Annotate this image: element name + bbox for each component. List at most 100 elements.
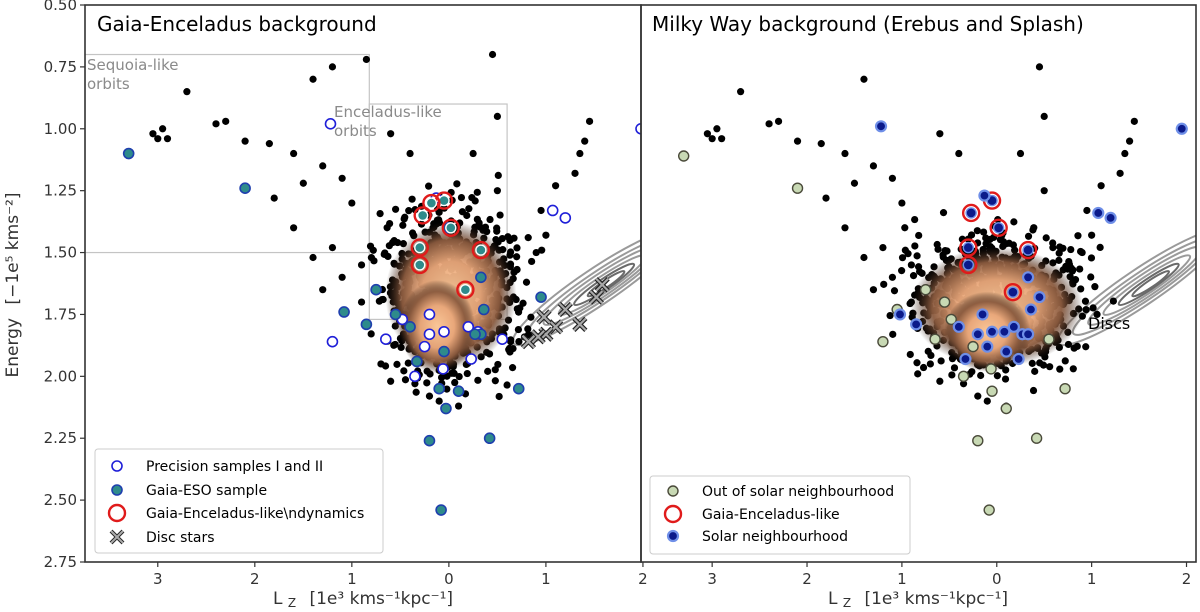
precision-point [423,328,436,341]
out-solar-point [929,333,941,345]
halo-point [437,373,446,382]
solar-point [952,320,965,333]
halo-point [328,244,337,252]
halo-point [1040,187,1048,195]
x-tick-label: 3 [153,570,163,588]
halo-point [1016,149,1025,158]
halo-point [880,280,888,288]
disc-star-point-inner [573,317,587,332]
halo-point [498,234,506,243]
x-tick-label: 1 [541,570,551,588]
region-label-sequoia-1: Sequoia-like [87,56,178,74]
halo-point [1064,340,1073,349]
solar-point [1012,352,1025,366]
halo-point [474,376,482,384]
halo-point [948,371,956,379]
ge-like-core [965,207,977,219]
halo-point [911,242,919,250]
y-axis-label-main: Energy [3,318,23,378]
halo-point [552,182,560,190]
halo-point [391,340,399,349]
region-label-sequoia-2: orbits [87,75,130,93]
region-label-enceladus-2: orbits [334,122,377,140]
halo-point [425,392,434,400]
x-tick-label: 2 [802,570,812,588]
y-tick-label: 2.75 [44,553,77,571]
solar-point [893,308,907,321]
ge-like-point [1018,240,1038,260]
x-axis-label-left-units: [1e³ kms⁻¹kpc⁻¹] [309,589,453,609]
halo-point [443,385,451,393]
halo-point [412,388,420,396]
panel-title-right: Milky Way background (Erebus and Splash) [652,12,1084,36]
solar-point [1024,303,1038,316]
halo-point [703,130,712,138]
halo-point [515,337,523,346]
halo-point [955,149,963,158]
halo-point [309,253,317,262]
out-solar-point [877,335,889,348]
solar-point [1033,291,1046,304]
halo-point [494,171,502,179]
halo-point [338,174,346,182]
halo-point [457,193,466,202]
halo-point [1116,169,1124,177]
halo-point [1042,234,1050,242]
halo-point [385,242,393,250]
solar-point [1021,328,1035,341]
precision-point [380,333,392,346]
precision-point [423,308,436,321]
halo-point [1121,149,1129,158]
halo-point [362,55,370,64]
precision-point [438,325,450,338]
precision-point [462,321,475,333]
halo-point [718,135,726,143]
legend-label-gaia-eso: Gaia-ESO sample [146,483,267,499]
x-tick-label: 2 [1182,570,1192,588]
disc-contour [1071,237,1196,336]
halo-point [393,360,401,368]
out-solar-point [967,340,979,353]
halo-point [528,257,536,266]
gaia-eso-point [435,504,447,516]
disc-star-point-inner [595,277,609,292]
halo-point [524,325,532,333]
halo-point [906,350,914,359]
solar-point [1000,345,1013,358]
halo-point [270,194,278,202]
halo-point [455,372,463,381]
x-axis-label-right: L Z [1e³ kms⁻¹kpc⁻¹] [828,589,1008,612]
halo-point [926,360,934,368]
ge-like-core [445,222,457,234]
halo-point [491,377,499,385]
legend-marker-ge-like-right [663,504,683,524]
out-solar-point [983,504,995,516]
halo-point [399,221,407,229]
x-tick-label: 1 [347,570,357,588]
gaia-eso-point [360,318,373,331]
halo-point [927,351,935,360]
halo-point [387,377,395,385]
out-solar-point [986,385,998,397]
legend-left-box [94,448,384,554]
x-axis-label-left: L Z [1e³ kms⁻¹kpc⁻¹] [273,589,453,612]
halo-point [919,363,928,372]
halo-point [506,251,514,259]
halo-point [860,253,868,262]
ge-like-core [414,241,426,254]
out-solar-point [919,283,932,296]
out-solar-point [938,296,951,308]
gaia-eso-point [338,306,350,318]
halo-point [914,370,922,378]
legend-right: Out of solar neighbourhood Gaia-Enceladu… [649,475,911,555]
disc-contour [1087,245,1196,326]
halo-point [936,130,944,138]
halo-point [537,206,545,215]
halo-point [357,298,366,306]
halo-point [493,112,501,120]
x-axis-label-right-units: [1e³ kms⁻¹kpc⁻¹] [864,589,1008,609]
halo-point [425,182,433,190]
halo-point [898,254,907,262]
solar-point [910,318,923,331]
halo-point [817,140,825,148]
